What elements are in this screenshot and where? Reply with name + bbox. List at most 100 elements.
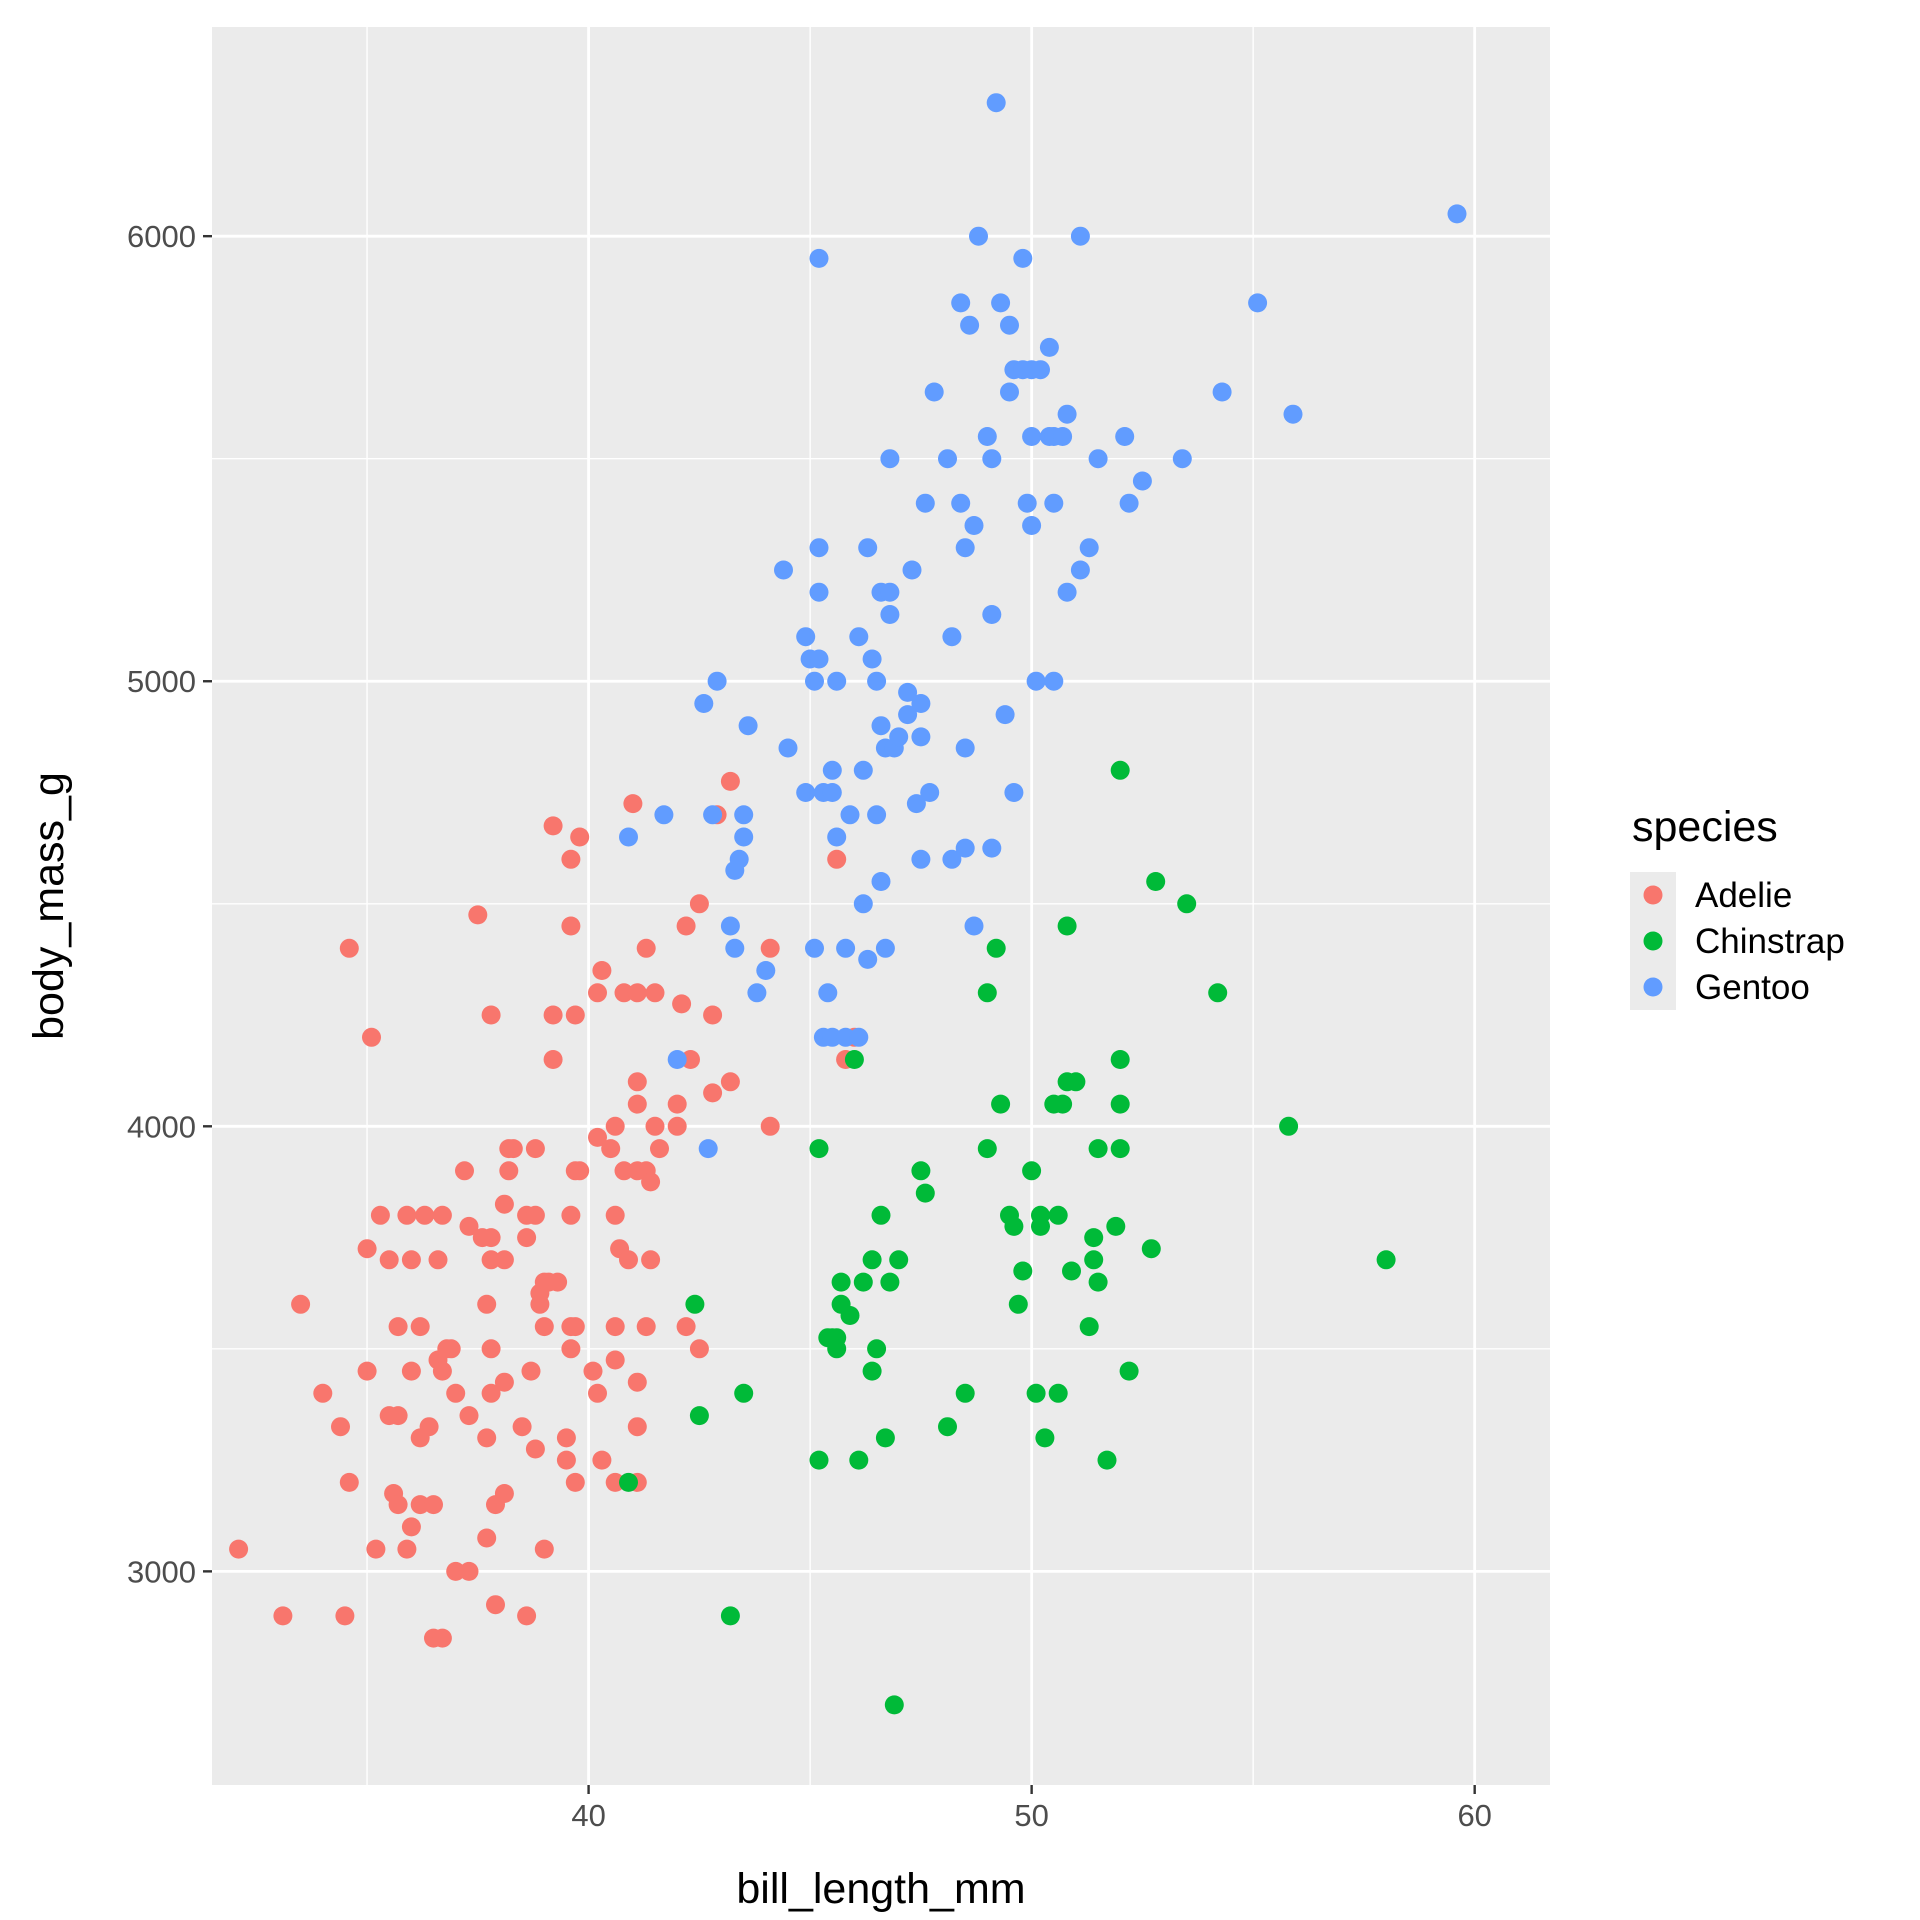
point-adelie xyxy=(534,1317,554,1337)
point-gentoo xyxy=(778,738,798,758)
point-adelie xyxy=(592,961,612,980)
point-adelie xyxy=(605,1116,625,1136)
point-gentoo xyxy=(1088,449,1108,469)
point-gentoo xyxy=(942,627,962,647)
point-gentoo xyxy=(836,1027,856,1047)
point-chinstrap xyxy=(991,1094,1011,1114)
point-chinstrap xyxy=(827,1339,847,1359)
point-adelie xyxy=(636,938,656,958)
point-adelie xyxy=(681,1050,700,1069)
point-adelie xyxy=(588,1127,607,1147)
point-adelie xyxy=(477,1528,497,1548)
legend-swatch-chinstrap xyxy=(1643,931,1663,951)
point-adelie xyxy=(486,1595,505,1615)
x-axis-title: bill_length_mm xyxy=(736,1865,1025,1913)
point-chinstrap xyxy=(1279,1116,1299,1136)
x-tick-label: 40 xyxy=(571,1798,605,1833)
point-adelie xyxy=(570,827,590,847)
point-chinstrap xyxy=(1048,1205,1068,1225)
point-adelie xyxy=(481,1250,501,1270)
point-adelie xyxy=(494,1372,514,1392)
point-gentoo xyxy=(619,827,638,847)
point-chinstrap xyxy=(1079,1317,1099,1337)
point-adelie xyxy=(565,1005,585,1025)
point-gentoo xyxy=(805,671,824,691)
point-gentoo xyxy=(1026,671,1046,691)
point-adelie xyxy=(503,1139,523,1159)
point-gentoo xyxy=(1004,783,1024,802)
point-chinstrap xyxy=(1208,983,1228,1003)
point-chinstrap xyxy=(862,1361,882,1381)
point-gentoo xyxy=(1447,204,1467,224)
point-adelie xyxy=(397,1205,417,1225)
point-adelie xyxy=(543,1005,563,1025)
point-chinstrap xyxy=(1084,1250,1104,1270)
legend-label-adelie: Adelie xyxy=(1695,876,1792,915)
point-chinstrap xyxy=(809,1450,829,1470)
point-adelie xyxy=(561,916,581,936)
y-tick-label: 4000 xyxy=(127,1109,196,1144)
point-chinstrap xyxy=(1119,1361,1139,1381)
point-adelie xyxy=(517,1606,537,1626)
point-gentoo xyxy=(969,226,988,246)
point-adelie xyxy=(446,1561,466,1581)
point-adelie xyxy=(366,1539,386,1559)
point-gentoo xyxy=(734,805,754,825)
x-axis: 40 50 60 xyxy=(571,1785,1492,1833)
point-gentoo xyxy=(1000,382,1019,402)
point-gentoo xyxy=(1212,382,1232,402)
point-adelie xyxy=(720,771,740,791)
point-adelie xyxy=(477,1294,497,1314)
point-adelie xyxy=(703,1005,723,1025)
point-adelie xyxy=(561,1205,581,1225)
point-gentoo xyxy=(809,582,829,602)
y-axis: 3000 4000 5000 6000 xyxy=(127,219,212,1589)
point-gentoo xyxy=(734,827,754,847)
point-adelie xyxy=(455,1161,474,1181)
point-gentoo xyxy=(955,738,975,758)
point-chinstrap xyxy=(867,1339,887,1359)
point-gentoo xyxy=(1057,404,1077,424)
point-gentoo xyxy=(991,293,1011,313)
point-adelie xyxy=(672,994,692,1014)
point-gentoo xyxy=(858,949,878,969)
point-gentoo xyxy=(796,783,816,802)
point-gentoo xyxy=(875,938,895,958)
point-chinstrap xyxy=(955,1383,975,1403)
point-gentoo xyxy=(898,682,918,702)
point-gentoo xyxy=(880,582,900,602)
point-gentoo xyxy=(871,872,891,891)
point-adelie xyxy=(481,1228,501,1248)
point-adelie xyxy=(459,1216,479,1236)
point-gentoo xyxy=(982,449,1002,469)
point-gentoo xyxy=(911,849,931,869)
point-adelie xyxy=(339,938,359,958)
point-gentoo xyxy=(880,449,900,469)
point-chinstrap xyxy=(1177,894,1197,914)
point-gentoo xyxy=(1000,315,1019,335)
point-adelie xyxy=(512,1417,532,1437)
point-gentoo xyxy=(1022,427,1042,446)
point-gentoo xyxy=(836,938,856,958)
point-gentoo xyxy=(809,538,829,558)
point-adelie xyxy=(641,1172,661,1192)
point-adelie xyxy=(614,1161,634,1181)
point-adelie xyxy=(432,1205,452,1225)
point-gentoo xyxy=(951,493,971,513)
point-chinstrap xyxy=(1110,1094,1130,1114)
point-gentoo xyxy=(796,627,816,647)
point-gentoo xyxy=(1115,427,1135,446)
point-adelie xyxy=(428,1250,448,1270)
point-adelie xyxy=(477,1428,497,1448)
x-tick-label: 50 xyxy=(1014,1798,1048,1833)
point-adelie xyxy=(570,1161,590,1181)
point-gentoo xyxy=(911,727,931,747)
point-adelie xyxy=(627,983,647,1003)
point-gentoo xyxy=(840,805,860,825)
point-chinstrap xyxy=(734,1383,754,1403)
point-gentoo xyxy=(1132,471,1152,491)
point-gentoo xyxy=(1172,449,1192,469)
point-chinstrap xyxy=(689,1406,709,1426)
point-chinstrap xyxy=(1057,916,1077,936)
